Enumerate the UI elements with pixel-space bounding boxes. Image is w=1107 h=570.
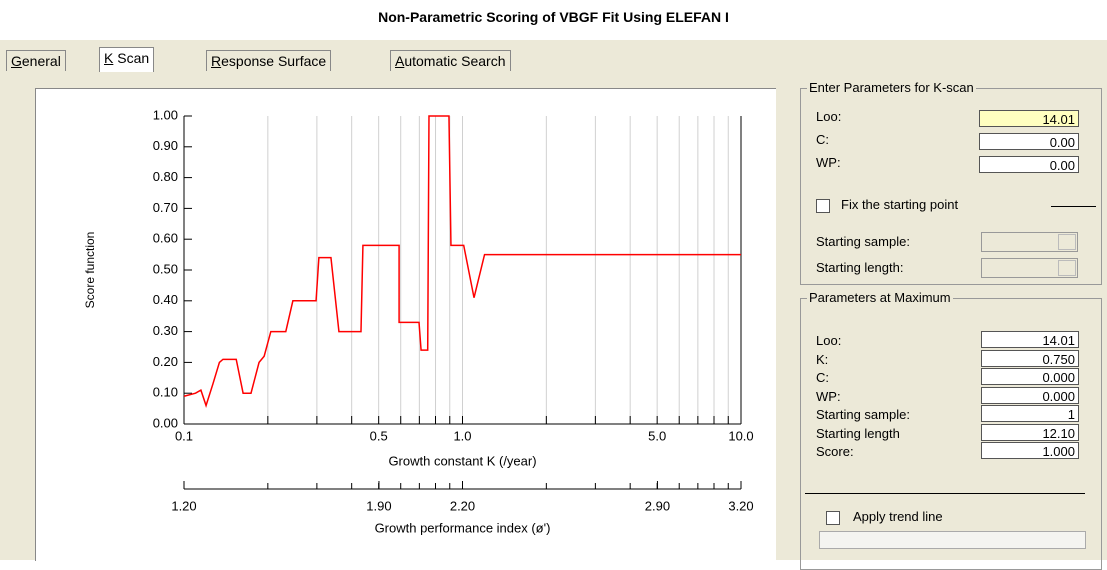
combo[interactable] bbox=[981, 232, 1078, 252]
y-tick-label: 0.10 bbox=[153, 385, 178, 400]
tab[interactable]: K Scan bbox=[99, 47, 155, 72]
max-group: Parameters at Maximum Loo: 14.01 K: 0.750 C:… bbox=[800, 290, 1102, 570]
tab[interactable]: Automatic Search bbox=[390, 50, 511, 71]
y-tick-label: 1.00 bbox=[153, 107, 178, 122]
field-label: Loo: bbox=[816, 109, 842, 124]
checkbox-label: Apply trend line bbox=[853, 509, 943, 524]
x2-tick-label: 1.20 bbox=[171, 498, 196, 513]
field-label: Starting length: bbox=[816, 260, 904, 275]
x-tick-label: 1.0 bbox=[453, 428, 471, 443]
group-title: Parameters at Maximum bbox=[807, 290, 953, 305]
field-label: K: bbox=[816, 351, 829, 367]
field-label: Score: bbox=[816, 444, 854, 459]
input[interactable]: 0.00 bbox=[979, 156, 1079, 173]
score-line bbox=[183, 115, 741, 408]
output: 14.01 bbox=[981, 331, 1079, 348]
field-label: WP: bbox=[816, 155, 841, 170]
output: 1 bbox=[981, 405, 1079, 422]
field-label: Starting sample: bbox=[816, 234, 910, 249]
checkbox-label: Fix the starting point bbox=[841, 197, 959, 212]
x2-tick-label: 2.90 bbox=[645, 498, 670, 513]
output: 1.000 bbox=[981, 442, 1079, 459]
x-tick-label: 5.0 bbox=[648, 428, 666, 443]
field-label: Starting sample: bbox=[816, 407, 910, 422]
y-axis-label: Score function bbox=[83, 232, 97, 309]
chart-area: 0.1 0.5 1.0 5.0 10.0 0.00 0.10 0.20 0.30 0.40 0.50… bbox=[35, 88, 776, 561]
x2-tick-label: 1.90 bbox=[366, 498, 391, 513]
y-tick-label: 0.90 bbox=[153, 138, 178, 153]
y-tick-label: 0.70 bbox=[153, 200, 178, 215]
input[interactable]: 0.00 bbox=[979, 133, 1079, 150]
output: 0.000 bbox=[981, 386, 1079, 404]
x2-tick-label: 2.20 bbox=[450, 498, 475, 513]
field-label: WP: bbox=[816, 388, 841, 404]
y-tick-label: 0.80 bbox=[153, 169, 178, 184]
checkbox[interactable] bbox=[816, 199, 830, 213]
tab[interactable]: Response Surface bbox=[206, 50, 332, 71]
y-tick-label: 0.40 bbox=[153, 292, 178, 307]
window-title: Non-Parametric Scoring of VBGF Fit Using… bbox=[378, 9, 729, 25]
x-tick-label: 0.5 bbox=[370, 428, 388, 443]
separator bbox=[805, 493, 1085, 494]
y-tick-label: 0.60 bbox=[153, 231, 178, 246]
x-tick-label: 10.0 bbox=[728, 428, 753, 443]
checkbox[interactable] bbox=[826, 511, 840, 525]
combo[interactable] bbox=[981, 258, 1078, 278]
x2-axis-label: Growth performance index (ø') bbox=[375, 520, 551, 535]
field-label: Starting length bbox=[816, 425, 900, 441]
output: 0.000 bbox=[981, 368, 1079, 385]
y-tick-label: 0.50 bbox=[153, 261, 178, 276]
y-tick-label: 0.00 bbox=[153, 415, 178, 430]
scan-group: Enter Parameters for K-scan Loo: 14.01 C… bbox=[800, 80, 1102, 285]
output: 0.750 bbox=[981, 349, 1079, 367]
y-tick-label: 0.30 bbox=[153, 323, 178, 338]
tab[interactable]: General bbox=[6, 50, 66, 71]
separator bbox=[1051, 206, 1096, 207]
field-label: Loo: bbox=[816, 333, 842, 348]
x-axis-label: Growth constant K (/year) bbox=[388, 453, 536, 468]
scrollbar[interactable] bbox=[819, 531, 1086, 549]
field-label: C: bbox=[816, 370, 829, 385]
group-title: Enter Parameters for K-scan bbox=[807, 80, 976, 95]
x-tick-label: 0.1 bbox=[175, 428, 193, 443]
y-tick-label: 0.20 bbox=[153, 354, 178, 369]
chart: 0.1 0.5 1.0 5.0 10.0 0.00 0.10 0.20 0.30 0.40 0.50… bbox=[83, 107, 753, 535]
output: 12.10 bbox=[981, 423, 1079, 441]
field-label: C: bbox=[816, 132, 829, 147]
input[interactable]: 14.01 bbox=[979, 110, 1079, 127]
x2-tick-label: 3.20 bbox=[728, 498, 753, 513]
